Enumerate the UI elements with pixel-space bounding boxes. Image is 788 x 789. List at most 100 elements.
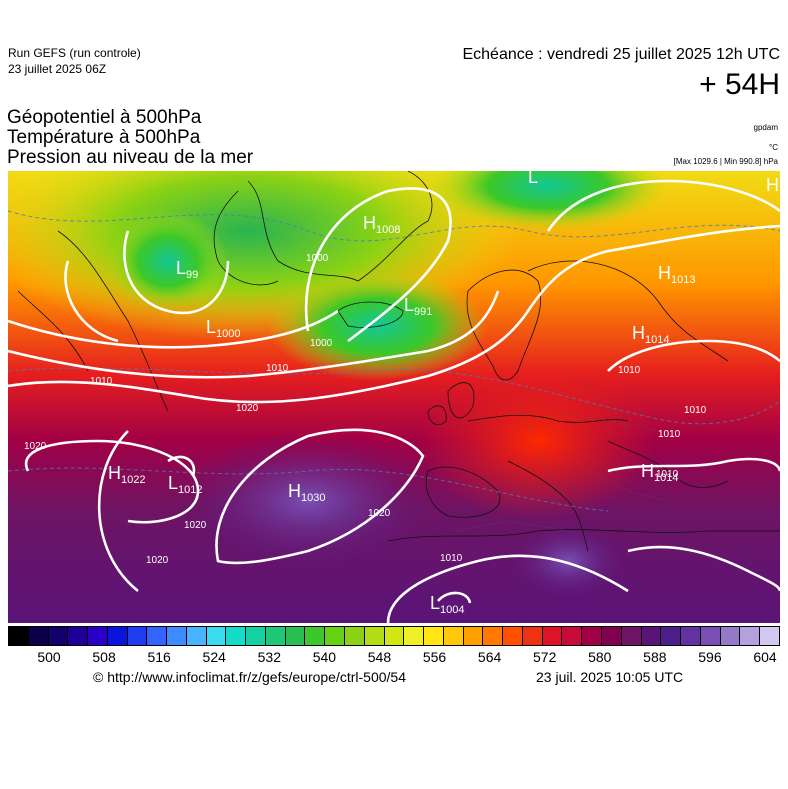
unit-temperature: °C xyxy=(769,143,778,152)
colorbar-swatch xyxy=(463,627,484,645)
isobar-label: 1000 xyxy=(310,338,333,349)
isobar-label: 1010 xyxy=(266,363,289,374)
colorbar-tick-label: 572 xyxy=(533,649,557,665)
colorbar-swatch xyxy=(601,627,622,645)
colorbar-tick-label: 524 xyxy=(202,649,226,665)
isobar-label: 1020 xyxy=(184,520,207,531)
pressure-center-value: 991 xyxy=(414,306,432,318)
pressure-center: L xyxy=(528,171,538,187)
pressure-center-type: L xyxy=(168,473,178,493)
unit-geopotential: gpdam xyxy=(753,123,778,132)
pressure-center-value: 1012 xyxy=(178,484,202,496)
isobar-label: 1020 xyxy=(368,508,391,519)
colorbar-tick-label: 556 xyxy=(422,649,447,665)
pressure-center: H1014 xyxy=(632,323,669,346)
colorbar-swatch xyxy=(206,627,227,645)
parameter-pressure: Pression au niveau de la mer xyxy=(7,147,254,168)
pressure-center: L1012 xyxy=(168,473,203,496)
isobar-label: 1010 xyxy=(440,553,463,564)
colorbar-swatch xyxy=(760,627,779,645)
colorbar-swatch xyxy=(48,627,69,645)
isobar-label: 1020 xyxy=(24,441,47,452)
colorbar-swatch xyxy=(621,627,642,645)
colorbar-swatch xyxy=(127,627,148,645)
pressure-center: L1000 xyxy=(206,317,241,340)
colorbar-swatch xyxy=(582,627,602,645)
pressure-center-type: H xyxy=(108,463,121,483)
colorbar-swatch xyxy=(681,627,701,645)
pressure-center: H1014 xyxy=(641,461,678,484)
colorbar-swatch xyxy=(720,627,741,645)
copyright-link[interactable]: © http://www.infoclimat.fr/z/gefs/europe… xyxy=(93,669,407,685)
forecast-lead-time: + 54H xyxy=(699,68,780,101)
parameter-temperature: Température à 500hPa xyxy=(7,127,201,148)
isobar-label: 1010 xyxy=(618,365,641,376)
isobar-label: 1010 xyxy=(90,376,113,387)
country-borders xyxy=(457,370,669,532)
pressure-center: H1008 xyxy=(363,213,400,236)
pressure-centers: H1008 L99 L991 L1000 H1013 H1014 H1022 L… xyxy=(108,171,779,616)
weather-map: H1008 L99 L991 L1000 H1013 H1014 H1022 L… xyxy=(8,171,780,623)
colorbar-tick-label: 604 xyxy=(753,649,777,665)
pressure-center: H1022 xyxy=(108,463,145,486)
pressure-center: H xyxy=(766,175,779,195)
colorbar-tick-label: 580 xyxy=(588,649,612,665)
isobar-labels: 1000 1000 1010 1020 1020 1020 1020 1020 … xyxy=(24,253,707,566)
colorbar-swatch xyxy=(285,627,306,645)
pressure-center-type: H xyxy=(632,323,645,343)
isobar-label: 1010 xyxy=(658,429,681,440)
colorbar-swatch xyxy=(325,627,346,645)
pressure-center-type: L xyxy=(430,593,440,613)
run-date: 23 juillet 2025 06Z xyxy=(8,62,107,76)
colorbar-swatch xyxy=(661,627,682,645)
colorbar-swatch xyxy=(641,627,662,645)
colorbar-swatch xyxy=(88,627,108,645)
colorbar-swatch xyxy=(9,627,29,645)
colorbar-tick-label: 516 xyxy=(147,649,171,665)
colorbar-tick-label: 548 xyxy=(367,649,392,665)
pressure-center-value: 1008 xyxy=(376,224,400,236)
colorbar-tick-label: 508 xyxy=(92,649,116,665)
colorbar-swatch xyxy=(424,627,444,645)
pressure-center: H1013 xyxy=(658,263,695,286)
colorbar-swatch xyxy=(246,627,266,645)
pressure-center: L1004 xyxy=(430,593,465,616)
forecast-valid-time: Echéance : vendredi 25 juillet 2025 12h … xyxy=(462,46,780,63)
pressure-center-value: 1004 xyxy=(440,604,464,616)
pressure-center-value: 1014 xyxy=(645,334,669,346)
pressure-center-type: L xyxy=(404,295,414,315)
colorbar-tick-label: 564 xyxy=(477,649,502,665)
colorbar-tick-label: 532 xyxy=(257,649,281,665)
pressure-center-type: H xyxy=(641,461,654,481)
pressure-center-value: 1030 xyxy=(301,492,325,504)
colorbar-swatch xyxy=(384,627,405,645)
colorbar-swatch xyxy=(740,627,761,645)
colorbar-swatch xyxy=(562,627,583,645)
pressure-center: L991 xyxy=(404,295,432,318)
colorbar-swatch xyxy=(483,627,504,645)
unit-pressure-range: [Max 1029.6 | Min 990.8] hPa xyxy=(673,157,778,166)
pressure-center: H1030 xyxy=(288,481,325,504)
colorbar-swatch xyxy=(542,627,563,645)
pressure-center-type: H xyxy=(363,213,376,233)
colorbar-swatch xyxy=(68,627,89,645)
pressure-center-value: 99 xyxy=(186,269,198,281)
colorbar-swatch xyxy=(443,627,464,645)
colorbar-swatch xyxy=(522,627,543,645)
colorbar-swatch xyxy=(404,627,425,645)
pressure-center: L99 xyxy=(176,258,198,281)
isobar-label: 1020 xyxy=(236,403,259,414)
colorbar-swatch xyxy=(503,627,523,645)
colorbar-swatch xyxy=(265,627,286,645)
colorbar-swatch xyxy=(305,627,326,645)
parameter-geopotential: Géopotentiel à 500hPa xyxy=(7,107,202,128)
colorbar-tick-label: 500 xyxy=(37,649,61,665)
colorbar-swatch xyxy=(364,627,385,645)
temperature-isotherms xyxy=(8,210,780,512)
isobar-label: 1010 xyxy=(656,469,679,480)
cold-pool-arctic xyxy=(428,171,668,231)
pressure-center-type: L xyxy=(206,317,216,337)
colorbar-swatch xyxy=(226,627,247,645)
colorbar-swatch xyxy=(147,627,168,645)
colorbar-swatch xyxy=(28,627,49,645)
